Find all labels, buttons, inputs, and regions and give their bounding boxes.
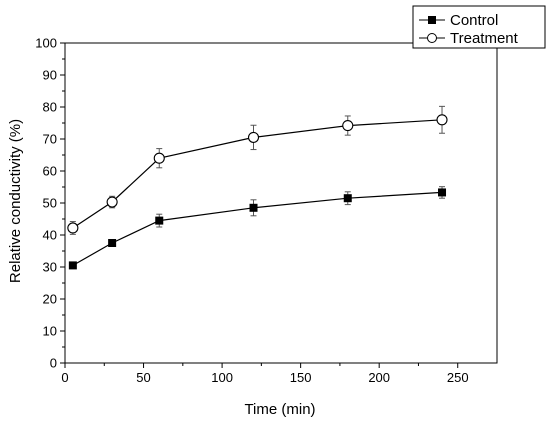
x-tick-label: 250 [447,370,469,385]
data-point-treatment [106,196,118,208]
legend-label-treatment: Treatment [450,30,519,47]
legend-entry-treatment: Treatment [419,30,519,47]
series-treatment [67,105,448,235]
x-tick-label: 150 [290,370,312,385]
y-tick-label: 50 [43,196,57,211]
y-tick-label: 30 [43,260,57,275]
data-point-control [438,188,447,197]
y-tick-label: 80 [43,100,57,115]
series-line-treatment [72,119,443,229]
data-point-control [108,239,117,247]
series-layer [67,105,448,270]
y-tick-label: 90 [43,68,57,83]
data-point-control [249,203,258,212]
data-point-treatment [436,114,448,126]
y-tick-label: 100 [35,36,57,51]
data-point-treatment [153,152,165,164]
x-tick-label: 200 [368,370,390,385]
y-tick-label: 40 [43,228,57,243]
y-tick-label: 70 [43,132,57,147]
legend-marker-treatment [427,33,437,43]
series-control [68,186,447,270]
legend: Control Treatment [412,5,546,49]
x-axis-title: Time (min) [244,401,315,418]
x-tick-label: 50 [136,370,150,385]
data-point-treatment [67,222,79,234]
x-tick-label: 0 [61,370,68,385]
y-tick-label: 10 [43,324,57,339]
data-point-treatment [342,120,354,132]
ticks-layer: 0 50 100 150 200 250 0 10 20 30 40 50 60 70 80 90 100 [35,36,468,386]
legend-marker-control [428,16,436,24]
data-point-control [68,261,77,270]
legend-label-control: Control [450,12,498,29]
data-point-control [343,194,352,203]
y-tick-label: 0 [50,356,57,371]
y-tick-label: 60 [43,164,57,179]
legend-entry-control: Control [419,12,498,29]
data-point-control [155,216,164,225]
x-tick-label: 100 [211,370,233,385]
y-axis-title: Relative conductivity (%) [7,119,24,283]
data-point-treatment [247,131,260,143]
series-line-control [72,191,443,266]
plot-frame [64,42,498,364]
y-tick-label: 20 [43,292,57,307]
